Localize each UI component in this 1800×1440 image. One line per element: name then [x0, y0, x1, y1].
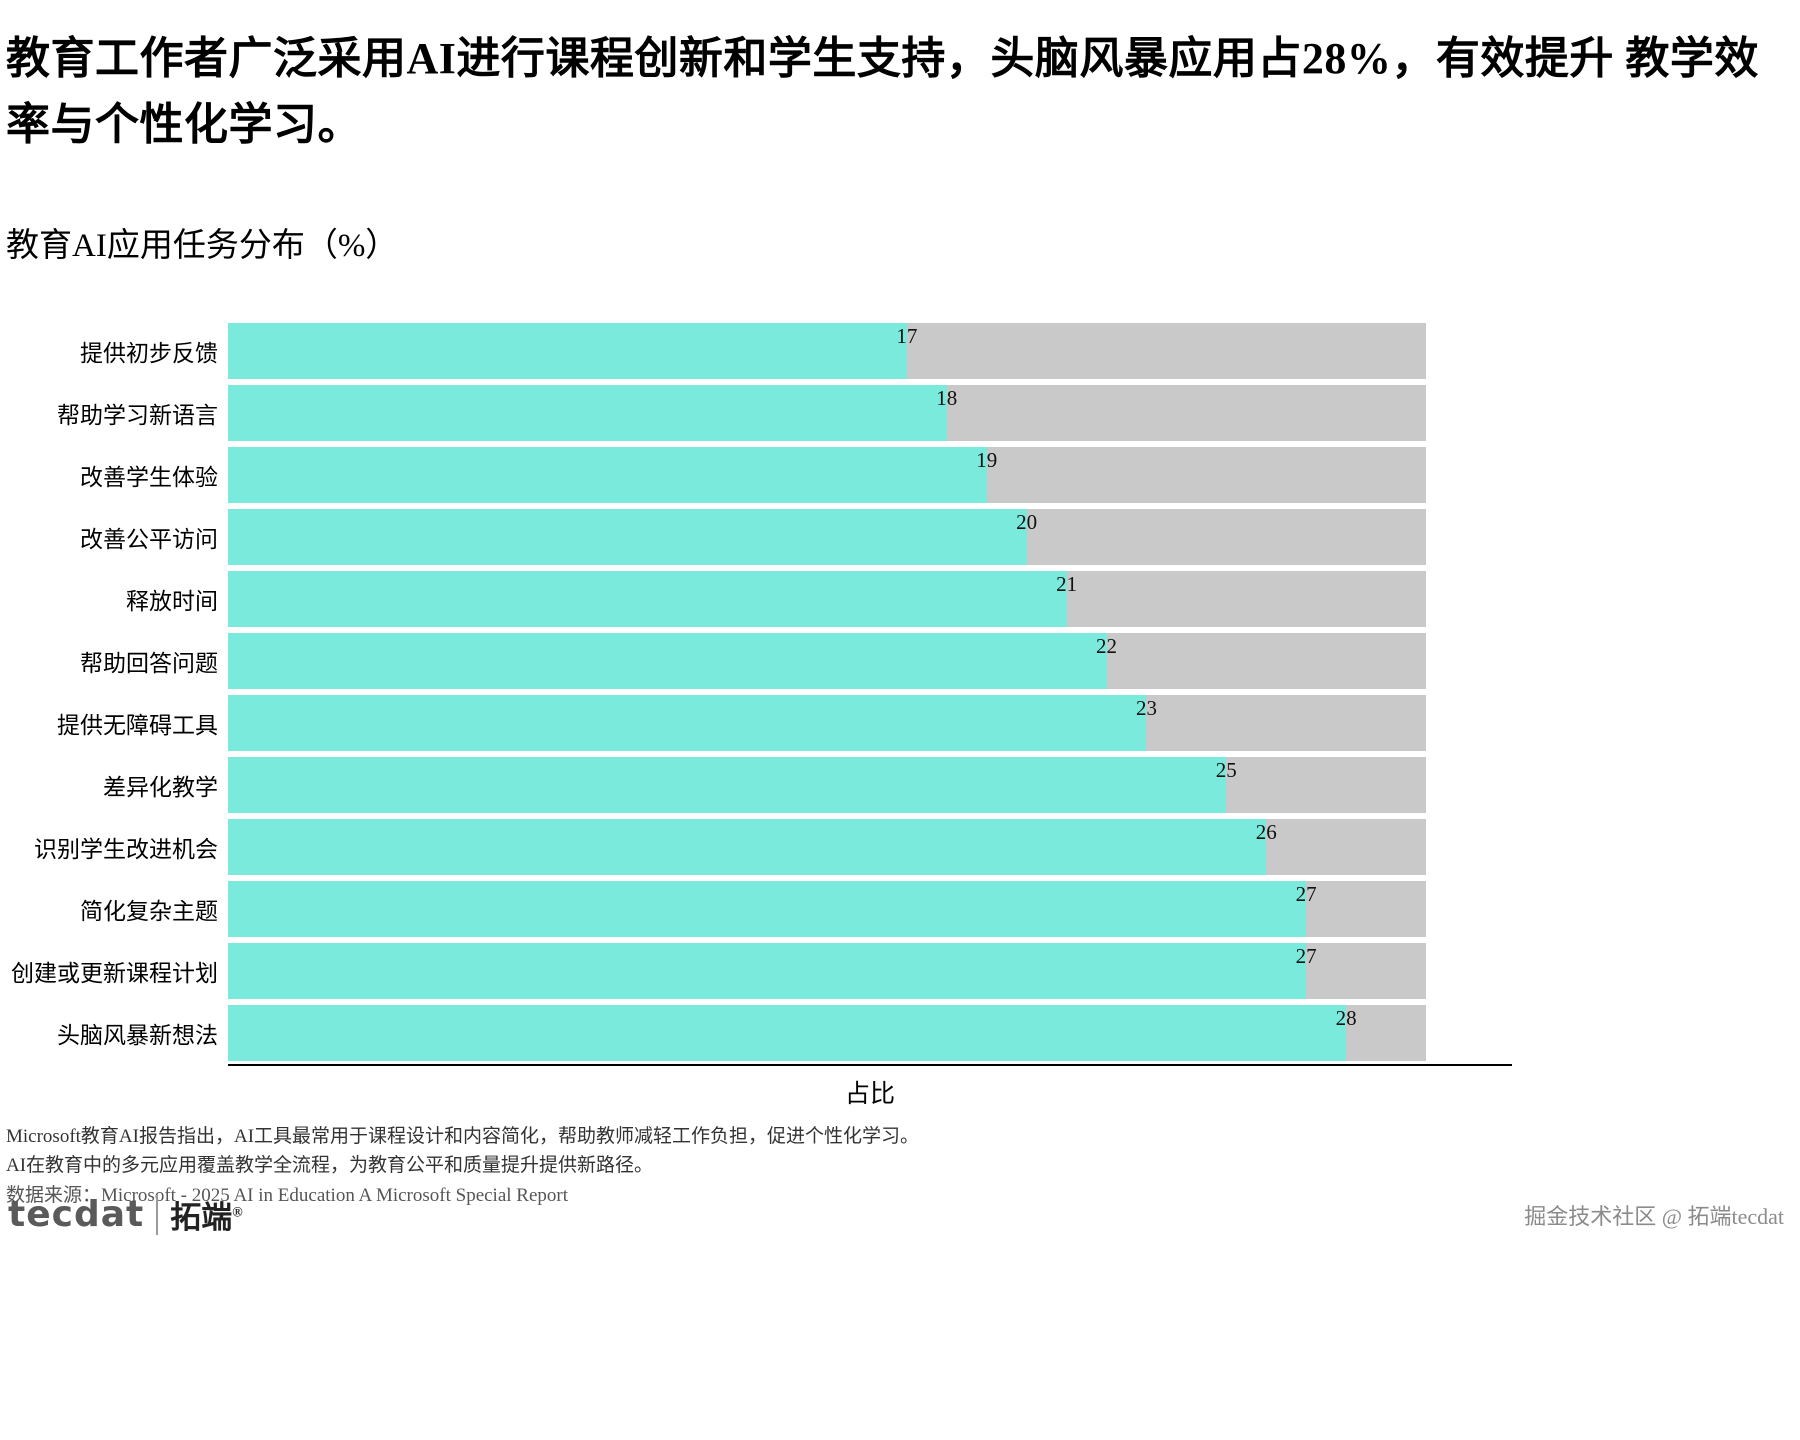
- bar-value-label: 27: [1295, 882, 1317, 906]
- category-label: 识别学生改进机会: [34, 837, 218, 862]
- bar-track-area: 28: [228, 1005, 1512, 1061]
- bar-track-area: 17: [228, 323, 1512, 379]
- bar-value-label: 21: [1056, 572, 1078, 596]
- bar-track: 25: [228, 757, 1426, 813]
- bar-row: 创建或更新课程计划 27: [0, 940, 1512, 1002]
- bar-row: 帮助学习新语言 18: [0, 382, 1512, 444]
- bar-row: 提供无障碍工具 23: [0, 692, 1512, 754]
- bar-value-label: 28: [1335, 1006, 1357, 1030]
- bar: [228, 695, 1147, 751]
- bar-track: 23: [228, 695, 1426, 751]
- category-label: 提供无障碍工具: [57, 713, 218, 738]
- bar-value-label: 22: [1096, 634, 1117, 658]
- bar: [228, 385, 947, 441]
- footnotes: Microsoft教育AI报告指出，AI工具最常用于课程设计和内容简化，帮助教师…: [6, 1122, 1800, 1180]
- bar-value-label: 19: [976, 448, 998, 472]
- bar-track: 22: [228, 633, 1426, 689]
- category-label: 头脑风暴新想法: [57, 1023, 218, 1048]
- bar-row: 释放时间 21: [0, 568, 1512, 630]
- bar-row: 改善公平访问 20: [0, 506, 1512, 568]
- bar-track: 27: [228, 881, 1426, 937]
- bar-track-area: 21: [228, 571, 1512, 627]
- bar-value-label: 26: [1255, 820, 1277, 844]
- footnote-line: Microsoft教育AI报告指出，AI工具最常用于课程设计和内容简化，帮助教师…: [6, 1126, 920, 1147]
- data-source: 数据来源：Microsoft - 2025 AI in Education A …: [6, 1185, 569, 1206]
- bar-track: 28: [228, 1005, 1426, 1061]
- bar-value-label: 25: [1215, 758, 1237, 782]
- footnote-line: AI在教育中的多元应用覆盖教学全流程，为教育公平和质量提升提供新路径。: [6, 1155, 654, 1176]
- bar-track: 27: [228, 943, 1426, 999]
- bar: [228, 881, 1307, 937]
- brand-logo-cn: 拓端®: [170, 1200, 243, 1235]
- bar-row: 改善学生体验 19: [0, 444, 1512, 506]
- bar-track-area: 25: [228, 757, 1512, 813]
- bar: [228, 757, 1227, 813]
- category-label: 简化复杂主题: [80, 899, 218, 924]
- bar-row: 帮助回答问题 22: [0, 630, 1512, 692]
- bar: [228, 447, 987, 503]
- x-axis-line: [228, 1064, 1512, 1066]
- bar-value-label: 17: [896, 324, 918, 348]
- registered-mark: ®: [232, 1205, 243, 1221]
- bar-rows: 提供初步反馈 17 帮助学习新语言 18 改善学生体验 19 改善公平访问 20 释放时间 21 帮…: [0, 320, 1512, 1064]
- bar: [228, 943, 1307, 999]
- category-label: 改善学生体验: [80, 465, 218, 490]
- page: 教育工作者广泛采用AI进行课程创新和学生支持，头脑风暴应用占28%，有效提升 教…: [0, 34, 1800, 1235]
- logo-divider: [156, 1194, 159, 1235]
- brand-logo: tecdat 拓端®: [8, 1192, 243, 1237]
- bar-chart: 提供初步反馈 17 帮助学习新语言 18 改善学生体验 19 改善公平访问 20 释放时间 21 帮…: [0, 320, 1512, 1110]
- bar-track: 20: [228, 509, 1426, 565]
- bar-track: 17: [228, 323, 1426, 379]
- bar-track-area: 27: [228, 881, 1512, 937]
- bar-track-area: 19: [228, 447, 1512, 503]
- bar-track: 18: [228, 385, 1426, 441]
- category-label: 提供初步反馈: [80, 341, 218, 366]
- category-label: 差异化教学: [103, 775, 218, 800]
- brand-logo-en: tecdat: [8, 1194, 145, 1235]
- bar-value-label: 20: [1016, 510, 1038, 534]
- chart-title: 教育AI应用任务分布（%）: [6, 228, 399, 264]
- community-watermark: 掘金技术社区 @ 拓端tecdat: [1524, 1203, 1784, 1229]
- category-label: 帮助学习新语言: [57, 403, 218, 428]
- bar: [228, 509, 1027, 565]
- bar-row: 提供初步反馈 17: [0, 320, 1512, 382]
- bar: [228, 633, 1107, 689]
- bar-track-area: 18: [228, 385, 1512, 441]
- bar-track-area: 27: [228, 943, 1512, 999]
- bar-row: 差异化教学 25: [0, 754, 1512, 816]
- x-axis-label: 占比: [844, 1081, 895, 1108]
- bar-track-area: 22: [228, 633, 1512, 689]
- page-title: 教育工作者广泛采用AI进行课程创新和学生支持，头脑风暴应用占28%，有效提升 教…: [6, 34, 1759, 149]
- bar-track-area: 20: [228, 509, 1512, 565]
- bar-track: 21: [228, 571, 1426, 627]
- category-label: 释放时间: [126, 589, 218, 614]
- bar: [228, 1005, 1347, 1061]
- bar: [228, 571, 1067, 627]
- bar-value-label: 18: [936, 386, 958, 410]
- bar-row: 头脑风暴新想法 28: [0, 1002, 1512, 1064]
- bar-value-label: 23: [1135, 696, 1157, 720]
- bar: [228, 323, 907, 379]
- bar-value-label: 27: [1295, 944, 1317, 968]
- bar: [228, 819, 1267, 875]
- bar-row: 简化复杂主题 27: [0, 878, 1512, 940]
- bar-row: 识别学生改进机会 26: [0, 816, 1512, 878]
- bar-track: 26: [228, 819, 1426, 875]
- bar-track: 19: [228, 447, 1426, 503]
- footer-bar: tecdat 拓端® 掘金技术社区 @ 拓端tecdat: [8, 1192, 1784, 1237]
- category-label: 改善公平访问: [80, 527, 218, 552]
- bar-track-area: 26: [228, 819, 1512, 875]
- category-label: 帮助回答问题: [80, 651, 218, 676]
- bar-track-area: 23: [228, 695, 1512, 751]
- category-label: 创建或更新课程计划: [11, 961, 218, 986]
